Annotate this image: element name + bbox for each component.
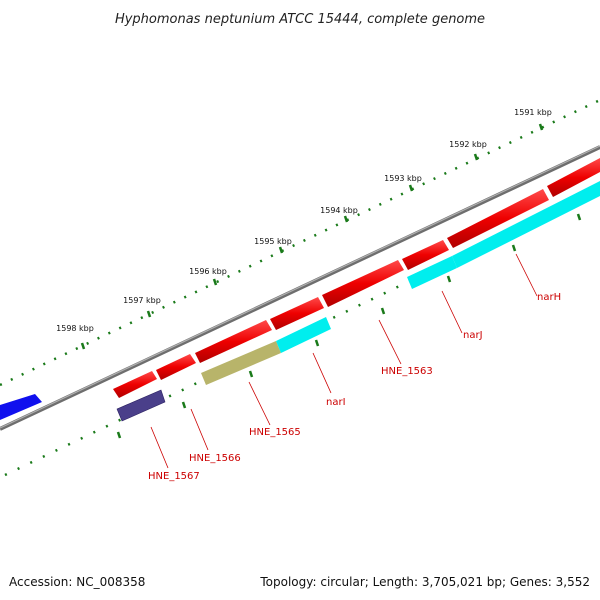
genome-backbone [0,145,600,431]
cds-feature[interactable] [547,158,600,197]
gene-label-hne-1567[interactable]: HNE_1567 [148,471,200,482]
major-tick-1598: 1598 kbp [56,324,94,350]
cds-feature[interactable] [195,320,272,363]
tick-label-1591: 1591 kbp [514,108,552,117]
cds-feature[interactable] [322,260,404,307]
inner-tick-ring [4,188,600,477]
tick-label-1596: 1596 kbp [189,267,227,276]
tick-label-1592: 1592 kbp [449,140,487,149]
cds-feature[interactable] [113,371,157,398]
major-tick-1594: 1594 kbp [320,206,358,223]
gene-feature-narj[interactable] [407,256,457,289]
gene-label-narh[interactable]: narH [537,292,561,303]
cds-feature[interactable] [402,240,449,270]
gene-feature-narh[interactable] [452,181,600,268]
gene-feature-hne-1565[interactable] [201,341,281,385]
gene-label-leaders [150,253,538,469]
gene-label-hne-1565[interactable]: HNE_1565 [249,427,301,438]
outer-tick-ring [0,98,600,387]
major-tick-1596: 1596 kbp [189,267,227,286]
gene-feature-blue[interactable] [0,394,42,420]
cds-feature[interactable] [447,189,549,248]
gene-label-narj[interactable]: narJ [463,330,483,341]
cds-feature[interactable] [270,297,324,330]
gene-feature-hne-1567[interactable] [116,389,166,422]
accession-text: Accession: NC_008358 [9,575,145,589]
major-tick-1593: 1593 kbp [384,174,422,192]
forward-cds-track [113,158,600,398]
cds-feature[interactable] [156,354,196,380]
major-tick-1597: 1597 kbp [123,296,161,318]
gene-label-hne-1563[interactable]: HNE_1563 [381,366,433,377]
gene-features-track [0,181,600,422]
genome-summary-text: Topology: circular; Length: 3,705,021 bp… [259,575,590,589]
tick-label-1598: 1598 kbp [56,324,94,333]
tick-label-1595: 1595 kbp [254,237,292,246]
tick-label-1593: 1593 kbp [384,174,422,183]
tick-label-1597: 1597 kbp [123,296,161,305]
gene-labels: narH narJ HNE_1563 narI HNE_1565 HNE_156… [148,292,561,482]
tick-label-1594: 1594 kbp [320,206,358,215]
major-tick-1592: 1592 kbp [449,140,487,161]
gene-label-hne-1566[interactable]: HNE_1566 [189,453,241,464]
major-tick-1595: 1595 kbp [254,237,292,254]
map-title: Hyphomonas neptunium ATCC 15444, complet… [115,12,485,27]
major-tick-1591: 1591 kbp [514,108,552,131]
gene-label-nari[interactable]: narI [326,397,346,408]
gene-feature-nari[interactable] [276,317,331,353]
